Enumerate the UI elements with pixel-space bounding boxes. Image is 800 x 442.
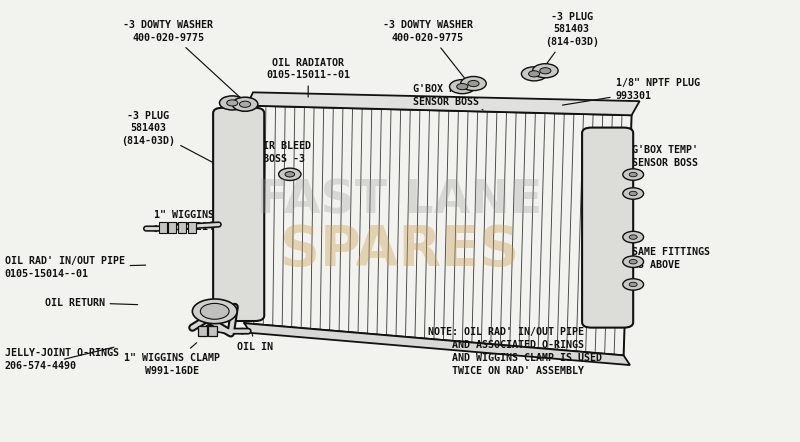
Text: G'BOX PRES'
SENSOR BOSS: G'BOX PRES' SENSOR BOSS xyxy=(414,84,483,110)
Circle shape xyxy=(623,279,643,290)
Circle shape xyxy=(630,172,637,177)
Bar xyxy=(208,326,217,335)
Text: -3 DOWTY WASHER
400-020-9775: -3 DOWTY WASHER 400-020-9775 xyxy=(383,20,473,82)
FancyBboxPatch shape xyxy=(582,128,633,328)
Circle shape xyxy=(540,68,551,74)
Circle shape xyxy=(200,303,229,319)
Text: OIL IN: OIL IN xyxy=(237,334,273,351)
Circle shape xyxy=(461,76,486,91)
Circle shape xyxy=(239,101,250,107)
Text: AIR BLEED
BOSS -3: AIR BLEED BOSS -3 xyxy=(258,141,311,171)
Bar xyxy=(198,326,206,335)
Circle shape xyxy=(278,168,301,180)
Text: -3 PLUG
581403
(814-03D): -3 PLUG 581403 (814-03D) xyxy=(122,110,238,175)
Polygon shape xyxy=(244,323,630,365)
Text: -3 DOWTY WASHER
400-020-9775: -3 DOWTY WASHER 400-020-9775 xyxy=(123,20,250,107)
Circle shape xyxy=(457,84,468,90)
Text: 1/8" NPTF PLUG
993301: 1/8" NPTF PLUG 993301 xyxy=(562,78,700,105)
Circle shape xyxy=(450,80,475,94)
Circle shape xyxy=(623,188,643,199)
Circle shape xyxy=(285,171,294,177)
Circle shape xyxy=(630,191,637,196)
Circle shape xyxy=(630,235,637,239)
Text: OIL RETURN: OIL RETURN xyxy=(45,297,138,308)
Text: 1" WIGGINS O-RINGS
200-214-9775: 1" WIGGINS O-RINGS 200-214-9775 xyxy=(154,210,262,232)
Bar xyxy=(187,221,195,232)
Circle shape xyxy=(630,282,637,287)
Text: 1" WIGGINS CLAMP
W991-16DE: 1" WIGGINS CLAMP W991-16DE xyxy=(124,343,220,376)
Text: OIL RAD' IN/OUT PIPE
0105-15014--01: OIL RAD' IN/OUT PIPE 0105-15014--01 xyxy=(5,256,146,278)
Text: NOTE: OIL RAD' IN/OUT PIPE
    AND ASSOCIATED O-RINGS
    AND WIGGINS CLAMP IS U: NOTE: OIL RAD' IN/OUT PIPE AND ASSOCIATE… xyxy=(428,327,602,376)
Circle shape xyxy=(219,96,245,110)
Circle shape xyxy=(630,259,637,264)
Text: -3 PLUG
581403
(814-03D): -3 PLUG 581403 (814-03D) xyxy=(539,11,598,74)
Circle shape xyxy=(522,67,547,81)
FancyBboxPatch shape xyxy=(213,108,264,321)
Text: G'BOX TEMP'
SENSOR BOSS: G'BOX TEMP' SENSOR BOSS xyxy=(594,145,698,168)
Text: FAST LANE: FAST LANE xyxy=(258,179,542,224)
Text: OIL RADIATOR
0105-15011--01: OIL RADIATOR 0105-15011--01 xyxy=(266,57,350,97)
Circle shape xyxy=(623,256,643,267)
Circle shape xyxy=(468,80,479,87)
Circle shape xyxy=(192,299,237,324)
Polygon shape xyxy=(246,92,639,115)
Circle shape xyxy=(533,64,558,78)
Bar xyxy=(178,221,186,232)
Text: SPARES: SPARES xyxy=(280,223,520,277)
Circle shape xyxy=(232,97,258,111)
Circle shape xyxy=(623,169,643,180)
Text: SAME FITTINGS
AS ABOVE: SAME FITTINGS AS ABOVE xyxy=(609,244,710,270)
Bar xyxy=(169,221,176,232)
Circle shape xyxy=(623,231,643,243)
Circle shape xyxy=(226,100,238,106)
Circle shape xyxy=(529,71,540,77)
Text: JELLY-JOINT O-RINGS
206-574-4490: JELLY-JOINT O-RINGS 206-574-4490 xyxy=(5,347,118,371)
Bar xyxy=(159,221,167,232)
